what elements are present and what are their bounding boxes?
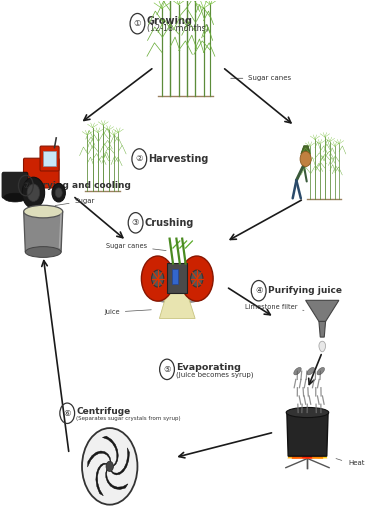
Circle shape — [27, 184, 40, 201]
Circle shape — [152, 270, 164, 287]
Ellipse shape — [307, 368, 315, 375]
Text: Heat: Heat — [348, 460, 365, 466]
Text: Growing: Growing — [147, 16, 193, 26]
Text: ⑥: ⑥ — [63, 409, 71, 418]
Text: Limestone filter: Limestone filter — [244, 304, 304, 310]
Polygon shape — [24, 211, 63, 252]
Text: Evaporating: Evaporating — [176, 363, 241, 372]
Ellipse shape — [317, 368, 325, 375]
Text: ④: ④ — [255, 286, 262, 295]
Ellipse shape — [294, 368, 301, 375]
Polygon shape — [302, 442, 313, 458]
Text: Harvesting: Harvesting — [148, 154, 209, 164]
Text: Sugar: Sugar — [55, 198, 95, 205]
Text: ⑦: ⑦ — [22, 181, 30, 190]
Polygon shape — [88, 451, 111, 467]
Circle shape — [55, 188, 62, 198]
Text: ②: ② — [135, 155, 143, 163]
Polygon shape — [306, 301, 339, 322]
Circle shape — [300, 152, 311, 166]
Polygon shape — [313, 447, 323, 458]
Text: Purifying juice: Purifying juice — [267, 286, 342, 295]
Polygon shape — [318, 447, 328, 458]
Ellipse shape — [286, 408, 329, 418]
Text: (12-18 months): (12-18 months) — [147, 24, 209, 33]
Ellipse shape — [25, 247, 61, 258]
Polygon shape — [96, 463, 107, 496]
Polygon shape — [319, 341, 326, 352]
Polygon shape — [102, 436, 118, 466]
Polygon shape — [288, 447, 298, 458]
Polygon shape — [313, 447, 323, 458]
Text: ①: ① — [134, 19, 141, 28]
FancyBboxPatch shape — [43, 152, 56, 166]
Polygon shape — [160, 292, 195, 318]
FancyBboxPatch shape — [2, 172, 28, 198]
Text: Crushing: Crushing — [145, 218, 194, 228]
Ellipse shape — [24, 205, 63, 218]
Circle shape — [141, 256, 174, 301]
FancyBboxPatch shape — [172, 269, 178, 284]
Text: Centrifuge: Centrifuge — [76, 407, 131, 416]
Text: Sugar canes: Sugar canes — [231, 75, 292, 81]
Text: ③: ③ — [132, 218, 139, 227]
Polygon shape — [106, 470, 128, 489]
FancyBboxPatch shape — [40, 146, 59, 171]
Polygon shape — [287, 413, 328, 456]
Polygon shape — [292, 447, 302, 458]
Text: Drying and cooling: Drying and cooling — [35, 181, 131, 190]
Text: (Juice becomes syrup): (Juice becomes syrup) — [176, 371, 253, 378]
Polygon shape — [302, 447, 312, 458]
Circle shape — [180, 256, 213, 301]
Polygon shape — [302, 447, 312, 458]
Polygon shape — [111, 448, 129, 475]
Polygon shape — [292, 447, 302, 458]
Circle shape — [82, 428, 137, 505]
Circle shape — [22, 177, 45, 208]
Polygon shape — [312, 445, 324, 458]
Circle shape — [52, 183, 65, 202]
Text: Sugar canes: Sugar canes — [106, 243, 166, 250]
Circle shape — [191, 270, 203, 287]
Circle shape — [106, 461, 114, 472]
Polygon shape — [301, 146, 311, 154]
Text: (Separates sugar crystals from syrup): (Separates sugar crystals from syrup) — [76, 416, 181, 421]
Polygon shape — [319, 322, 326, 337]
FancyBboxPatch shape — [23, 158, 59, 188]
Text: ⑤: ⑤ — [163, 365, 171, 374]
Text: Juice: Juice — [104, 309, 151, 315]
Ellipse shape — [4, 193, 27, 202]
FancyBboxPatch shape — [167, 263, 187, 293]
Polygon shape — [292, 444, 303, 458]
Ellipse shape — [151, 290, 205, 303]
